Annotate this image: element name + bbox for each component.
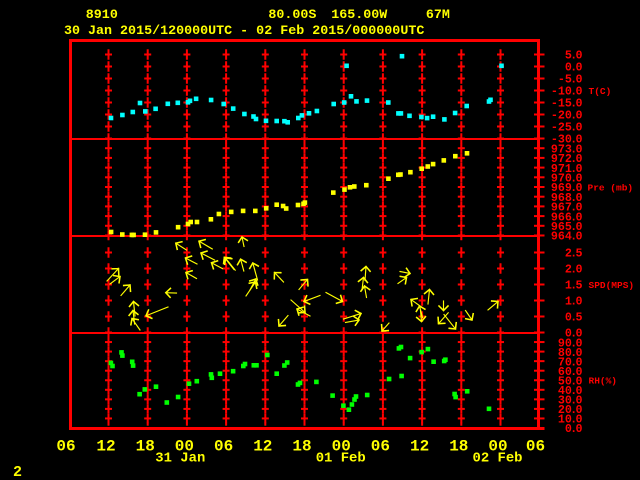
svg-text:10.0: 10.0 (558, 413, 583, 427)
svg-text:00: 00 (332, 438, 351, 456)
svg-text:70.0: 70.0 (558, 355, 583, 369)
svg-text:969.0: 969.0 (551, 181, 583, 195)
svg-text:Pre (mb): Pre (mb) (588, 183, 634, 194)
svg-text:-10.0: -10.0 (551, 85, 583, 99)
svg-text:-5.0: -5.0 (558, 73, 583, 87)
svg-text:02 Feb: 02 Feb (472, 451, 522, 467)
svg-text:06: 06 (56, 438, 75, 456)
svg-text:1.5: 1.5 (565, 279, 583, 293)
svg-text:60.0: 60.0 (558, 365, 583, 379)
svg-text:00: 00 (175, 438, 194, 456)
svg-text:967.0: 967.0 (551, 201, 583, 215)
svg-text:-30.0: -30.0 (551, 133, 583, 147)
svg-text:06: 06 (526, 438, 545, 456)
svg-text:06: 06 (371, 438, 390, 456)
svg-text:0.5: 0.5 (565, 311, 583, 325)
svg-text:2.5: 2.5 (565, 247, 583, 261)
svg-text:31 Jan: 31 Jan (155, 451, 205, 467)
svg-text:165.00W: 165.00W (331, 8, 387, 23)
svg-text:80.00S: 80.00S (268, 8, 316, 23)
svg-text:1.0: 1.0 (565, 295, 583, 309)
svg-text:20.0: 20.0 (558, 403, 583, 417)
svg-text:0.0: 0.0 (565, 327, 583, 341)
svg-text:06: 06 (214, 438, 233, 456)
svg-text:968.0: 968.0 (551, 191, 583, 205)
svg-text:00: 00 (488, 438, 507, 456)
svg-text:5.0: 5.0 (565, 49, 583, 63)
svg-text:2: 2 (13, 464, 22, 480)
svg-text:972.0: 972.0 (551, 152, 583, 166)
svg-text:12: 12 (96, 438, 115, 456)
svg-text:18: 18 (292, 438, 311, 456)
svg-text:8910: 8910 (86, 8, 118, 23)
svg-text:-20.0: -20.0 (551, 109, 583, 123)
svg-text:973.0: 973.0 (551, 142, 583, 156)
svg-text:971.0: 971.0 (551, 162, 583, 176)
svg-text:970.0: 970.0 (551, 172, 583, 186)
svg-text:-25.0: -25.0 (551, 121, 583, 135)
svg-text:964.0: 964.0 (551, 230, 583, 244)
svg-text:966.0: 966.0 (551, 210, 583, 224)
svg-text:12: 12 (253, 438, 272, 456)
svg-text:T(C): T(C) (589, 86, 612, 97)
svg-text:0.0: 0.0 (565, 61, 583, 75)
svg-text:40.0: 40.0 (558, 384, 583, 398)
svg-text:SPD(MPS): SPD(MPS) (589, 280, 635, 291)
svg-text:965.0: 965.0 (551, 220, 583, 234)
svg-text:RH(%): RH(%) (589, 376, 618, 387)
svg-text:67M: 67M (426, 8, 450, 23)
svg-text:90.0: 90.0 (558, 336, 583, 350)
svg-text:18: 18 (449, 438, 468, 456)
svg-text:2.0: 2.0 (565, 263, 583, 277)
svg-text:30 Jan 2015/120000UTC - 02 Feb: 30 Jan 2015/120000UTC - 02 Feb 2015/0000… (64, 24, 424, 39)
svg-text:01 Feb: 01 Feb (316, 451, 366, 467)
svg-text:50.0: 50.0 (558, 374, 583, 388)
svg-text:30.0: 30.0 (558, 394, 583, 408)
svg-text:80.0: 80.0 (558, 346, 583, 360)
svg-text:-15.0: -15.0 (551, 97, 583, 111)
svg-text:12: 12 (410, 438, 429, 456)
svg-text:0.0: 0.0 (565, 422, 583, 436)
svg-text:18: 18 (136, 438, 155, 456)
